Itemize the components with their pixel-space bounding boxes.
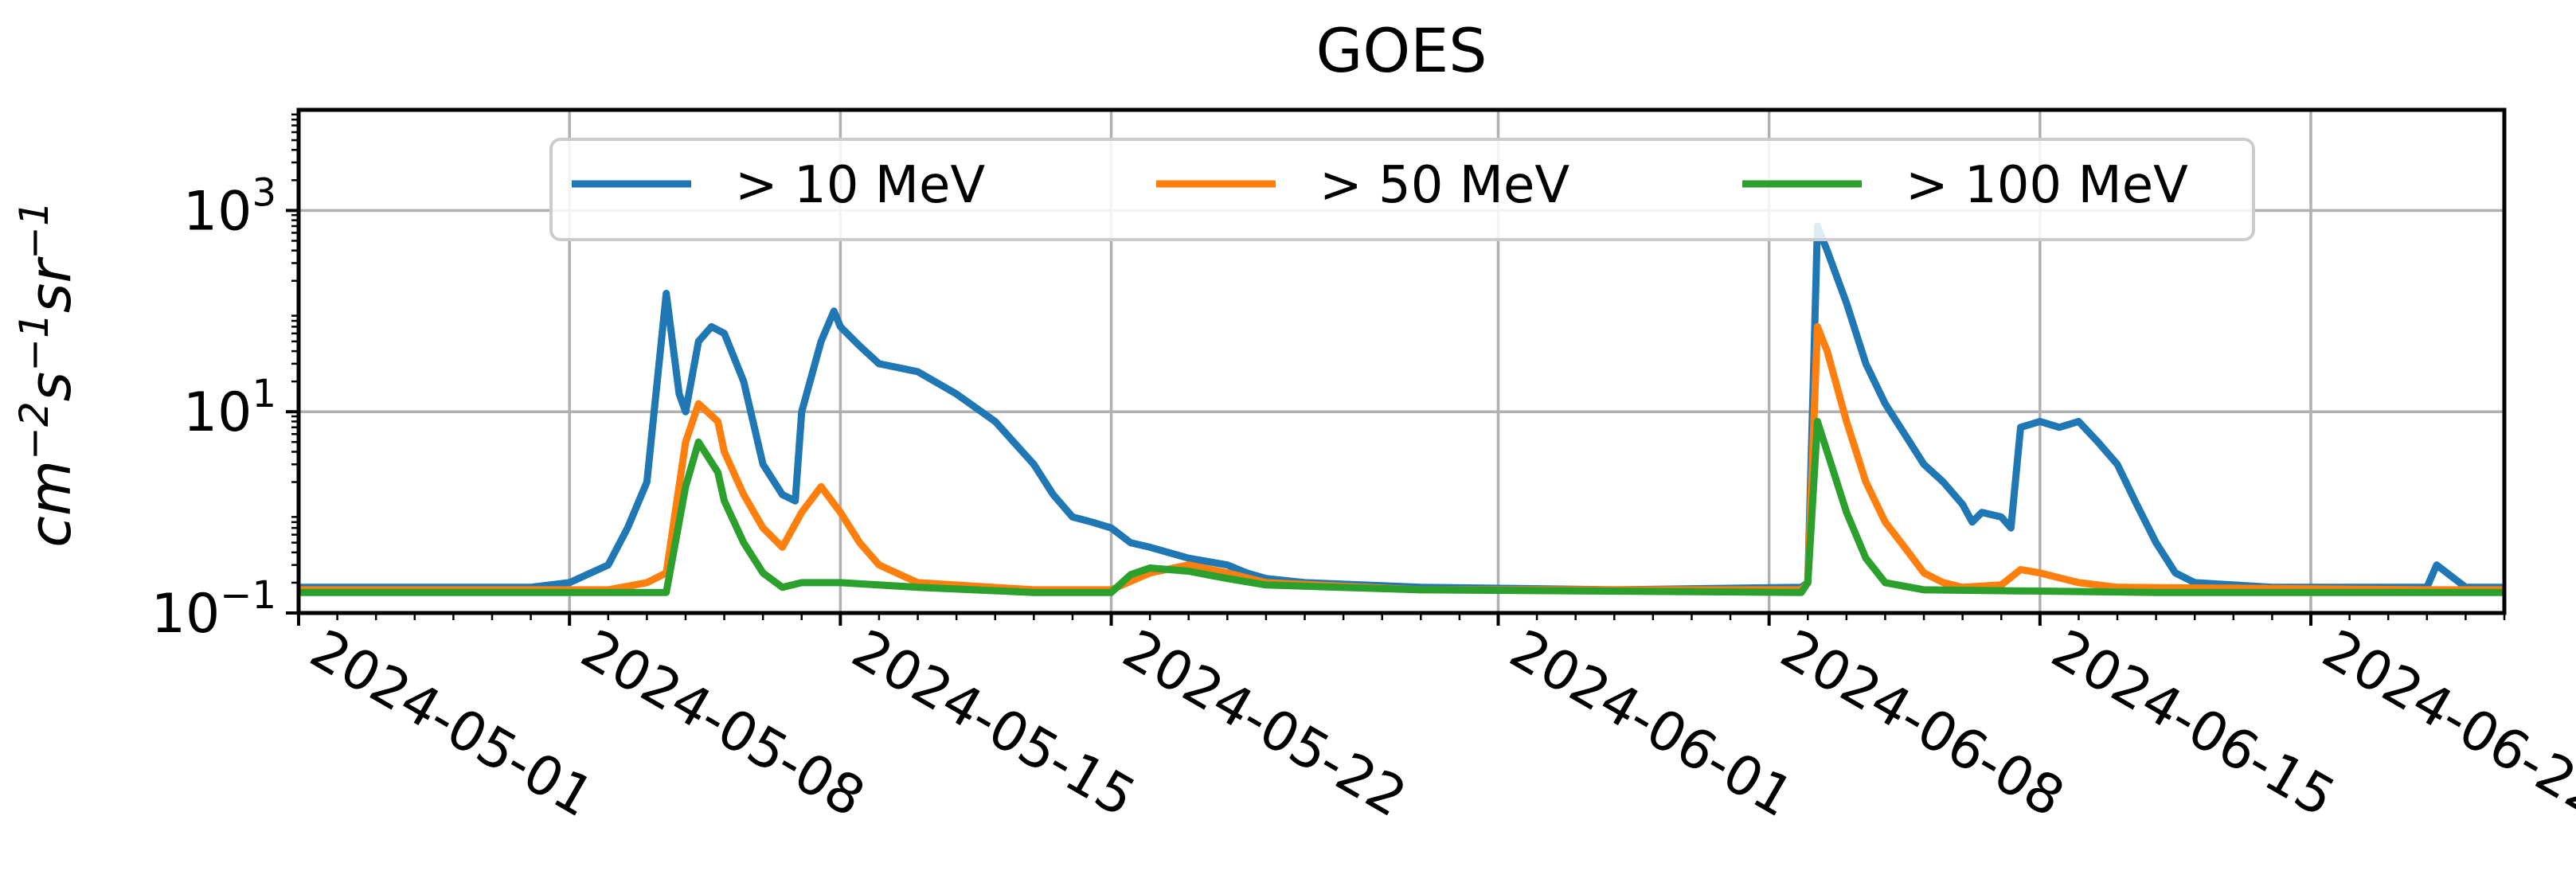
y-label-sr-exp: −1 [11, 201, 57, 260]
y-tick-label: 103 [183, 170, 276, 243]
y-label-sr: sr [17, 256, 84, 314]
y-label-s-exp: −1 [11, 313, 57, 372]
x-tick-label: 2024-05-08 [571, 618, 875, 830]
legend-label-2: > 50 MeV [1319, 156, 1569, 215]
x-tick-label: 2024-06-15 [2041, 618, 2345, 830]
y-tick-exponent: 1 [252, 372, 276, 416]
y-tick-base: 10 [183, 180, 252, 243]
plot-frame [296, 107, 2507, 615]
y-label-cm-exp: −2 [11, 401, 57, 460]
y-tick-exponent: 3 [252, 170, 276, 215]
legend-frame [549, 138, 2255, 241]
y-tick-label: 10−1 [151, 573, 276, 646]
legend: > 10 MeV > 50 MeV > 100 MeV [549, 138, 2255, 241]
y-axis-label: cm−2s−1sr−1 [11, 201, 84, 548]
x-tick-label: 2024-06-22 [2312, 618, 2576, 830]
y-tick-label: 101 [183, 372, 276, 444]
x-tick-label: 2024-05-22 [1112, 618, 1417, 830]
x-tick-label: 2024-06-01 [1499, 618, 1804, 830]
x-tick-label: 2024-05-01 [300, 618, 604, 830]
y-label-cm: cm [17, 460, 84, 548]
y-tick-base: 10 [151, 583, 221, 646]
series-layer [299, 222, 2504, 596]
chart-title: GOES [1316, 15, 1487, 86]
x-tick-label: 2024-06-08 [1770, 618, 2074, 830]
y-tick-exponent: −1 [220, 573, 276, 618]
legend-label-1: > 10 MeV [735, 156, 985, 215]
legend-label-3: > 100 MeV [1906, 156, 2188, 215]
series-line-1 [299, 222, 2504, 594]
y-label-s: s [17, 372, 84, 402]
series-line-3 [299, 417, 2504, 596]
y-tick-base: 10 [183, 381, 252, 444]
x-tick-label: 2024-05-15 [842, 618, 1146, 830]
series-line-2 [299, 322, 2504, 594]
